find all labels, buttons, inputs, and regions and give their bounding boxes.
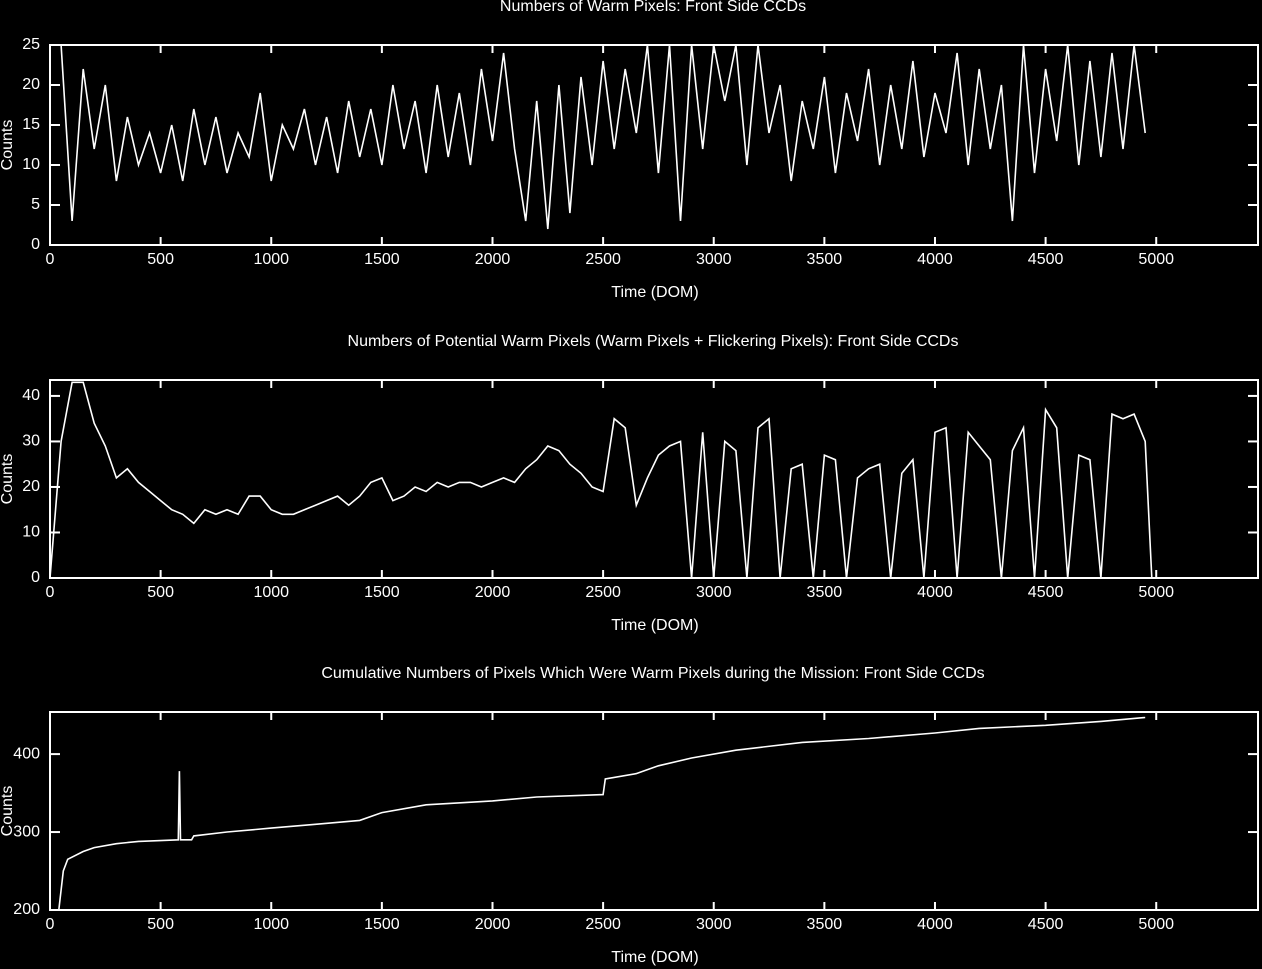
x-tick-label: 0 — [46, 251, 55, 268]
x-tick-label: 0 — [46, 916, 55, 933]
x-tick-label: 1000 — [253, 251, 289, 268]
y-axis-label: Counts — [0, 120, 16, 171]
plot-frame — [49, 379, 1259, 579]
data-line — [58, 716, 1146, 911]
x-tick-label: 1000 — [253, 584, 289, 601]
x-tick-label: 4000 — [917, 584, 953, 601]
x-tick-label: 3500 — [807, 584, 843, 601]
x-tick-label: 3000 — [696, 251, 732, 268]
y-tick-label: 10 — [22, 156, 40, 173]
x-tick-label: 1500 — [364, 251, 400, 268]
x-tick-label: 1000 — [253, 916, 289, 933]
x-tick-label: 1500 — [364, 916, 400, 933]
x-tick-label: 3500 — [807, 916, 843, 933]
y-tick-label: 300 — [13, 823, 40, 840]
y-tick-label: 5 — [31, 196, 40, 213]
x-tick-label: 4000 — [917, 251, 953, 268]
plot-frame — [49, 711, 1259, 911]
x-axis-label: Time (DOM) — [611, 949, 698, 966]
x-tick-label: 2500 — [585, 251, 621, 268]
y-axis-label: Counts — [0, 786, 16, 837]
x-tick-label: 5000 — [1138, 916, 1174, 933]
data-line — [49, 381, 1153, 579]
x-tick-label: 5000 — [1138, 251, 1174, 268]
x-tick-label: 500 — [147, 251, 174, 268]
y-tick-label: 25 — [22, 36, 40, 53]
x-tick-label: 5000 — [1138, 584, 1174, 601]
y-tick-label: 15 — [22, 116, 40, 133]
x-tick-label: 4500 — [1028, 916, 1064, 933]
x-tick-label: 4000 — [917, 916, 953, 933]
y-tick-label: 0 — [31, 236, 40, 253]
y-axis-label: Counts — [0, 454, 16, 505]
x-tick-label: 2000 — [475, 251, 511, 268]
x-tick-label: 500 — [147, 584, 174, 601]
y-tick-label: 200 — [13, 901, 40, 918]
x-tick-label: 500 — [147, 916, 174, 933]
chart-title: Cumulative Numbers of Pixels Which Were … — [321, 665, 984, 682]
y-tick-label: 20 — [22, 478, 40, 495]
x-axis-label: Time (DOM) — [611, 617, 698, 634]
x-tick-label: 2500 — [585, 916, 621, 933]
x-axis-label: Time (DOM) — [611, 284, 698, 301]
y-tick-label: 10 — [22, 524, 40, 541]
y-tick-label: 40 — [22, 387, 40, 404]
x-tick-label: 2000 — [475, 916, 511, 933]
x-tick-label: 2500 — [585, 584, 621, 601]
chart-title: Numbers of Warm Pixels: Front Side CCDs — [500, 0, 806, 15]
chart-title: Numbers of Potential Warm Pixels (Warm P… — [348, 333, 959, 350]
y-tick-label: 0 — [31, 569, 40, 586]
x-tick-label: 3500 — [807, 251, 843, 268]
x-tick-label: 4500 — [1028, 251, 1064, 268]
x-tick-label: 3000 — [696, 916, 732, 933]
data-line — [60, 44, 1146, 230]
y-tick-label: 30 — [22, 433, 40, 450]
plot-frame — [49, 44, 1259, 246]
y-tick-label: 20 — [22, 76, 40, 93]
x-tick-label: 3000 — [696, 584, 732, 601]
x-tick-label: 0 — [46, 584, 55, 601]
x-tick-label: 4500 — [1028, 584, 1064, 601]
x-tick-label: 2000 — [475, 584, 511, 601]
x-tick-label: 1500 — [364, 584, 400, 601]
y-tick-label: 400 — [13, 745, 40, 762]
